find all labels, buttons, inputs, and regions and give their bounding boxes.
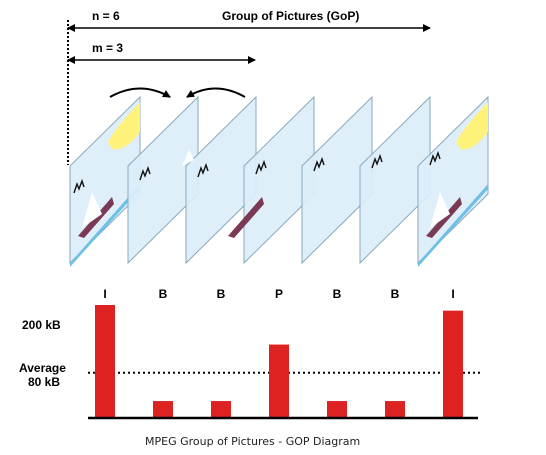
water-strip [418, 184, 488, 267]
frame-type-label: B [333, 287, 342, 301]
frame-type-label: I [451, 287, 454, 301]
boat-shape [228, 197, 264, 238]
mountain-shape [182, 150, 194, 166]
bar-p [269, 344, 289, 418]
frame-7-i [417, 95, 489, 267]
frame-stack [69, 95, 489, 267]
bird-sketch [313, 156, 325, 172]
bird-sketch [139, 165, 151, 181]
bar-b [327, 401, 347, 418]
frame-size-chart: 200 kB Average 80 kB [19, 305, 480, 420]
frame-type-label: B [217, 287, 226, 301]
bird-sketch [255, 159, 267, 175]
m-label: m = 3 [92, 41, 123, 55]
sun-shape [108, 102, 140, 150]
sun-shape [456, 102, 488, 150]
gop-title: Group of Pictures (GoP) [222, 9, 359, 23]
bird-sketch [371, 153, 383, 169]
bird-sketch [429, 150, 441, 166]
y-tick-200kb: 200 kB [22, 318, 61, 332]
backward-reference-arrow [186, 87, 246, 98]
frame-type-label: I [103, 287, 106, 301]
forward-reference-arrow [109, 87, 171, 98]
bar-b [153, 401, 173, 418]
mountain-shape [82, 192, 102, 228]
diagram-caption: MPEG Group of Pictures - GOP Diagram [145, 435, 360, 448]
frame-type-label: B [391, 287, 400, 301]
bird-sketch [73, 178, 85, 194]
frame-type-label: P [275, 287, 283, 301]
bar-i [443, 310, 463, 418]
frame-type-label: B [159, 287, 168, 301]
bar-b [211, 401, 231, 418]
average-label-line1: Average [19, 361, 66, 375]
n-label: n = 6 [92, 9, 120, 23]
water-strip [70, 184, 140, 267]
frame-1-i [69, 95, 141, 267]
bar-i [95, 305, 115, 418]
average-label-line2: 80 kB [28, 375, 60, 389]
mountain-shape [430, 192, 450, 228]
bar-b [385, 401, 405, 418]
bird-sketch [197, 162, 209, 178]
